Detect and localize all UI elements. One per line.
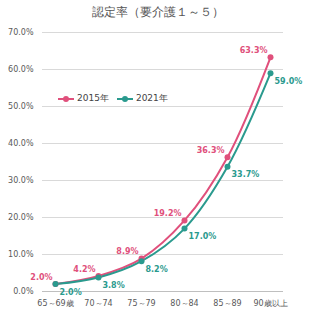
- svg-text:0.0%: 0.0%: [13, 287, 34, 296]
- svg-text:2.0%: 2.0%: [60, 288, 82, 297]
- svg-text:70.0%: 70.0%: [8, 28, 34, 37]
- svg-text:75～79: 75～79: [127, 299, 155, 308]
- html-text:2015年: 2015年: [77, 93, 109, 103]
- svg-text:90歳以上: 90歳以上: [253, 299, 287, 308]
- svg-text:70～74: 70～74: [84, 299, 112, 308]
- svg-text:4.2%: 4.2%: [73, 265, 95, 274]
- svg-text:10.0%: 10.0%: [8, 250, 34, 259]
- svg-text:63.3%: 63.3%: [240, 46, 268, 55]
- svg-text:50.0%: 50.0%: [8, 102, 34, 111]
- svg-text:59.0%: 59.0%: [275, 77, 303, 86]
- svg-text:30.0%: 30.0%: [8, 176, 34, 185]
- svg-text:80～84: 80～84: [170, 299, 198, 308]
- svg-text:17.0%: 17.0%: [189, 232, 217, 241]
- html-text:認定率（要介護１～５）: 認定率（要介護１～５）: [91, 5, 224, 19]
- svg-text:20.0%: 20.0%: [8, 213, 34, 222]
- svg-text:40.0%: 40.0%: [8, 139, 34, 148]
- svg-text:33.7%: 33.7%: [232, 170, 260, 179]
- svg-text:3.8%: 3.8%: [103, 281, 125, 290]
- svg-text:19.2%: 19.2%: [154, 209, 182, 218]
- html-text:2021年: 2021年: [135, 93, 168, 103]
- svg-text:85～89: 85～89: [213, 299, 241, 308]
- svg-text:2.0%: 2.0%: [30, 273, 52, 282]
- svg-text:36.3%: 36.3%: [197, 146, 225, 155]
- svg-text:8.2%: 8.2%: [146, 265, 168, 274]
- svg-text:8.9%: 8.9%: [116, 247, 138, 256]
- svg-text:65～69歳: 65～69歳: [37, 299, 73, 308]
- svg-text:60.0%: 60.0%: [8, 65, 34, 74]
